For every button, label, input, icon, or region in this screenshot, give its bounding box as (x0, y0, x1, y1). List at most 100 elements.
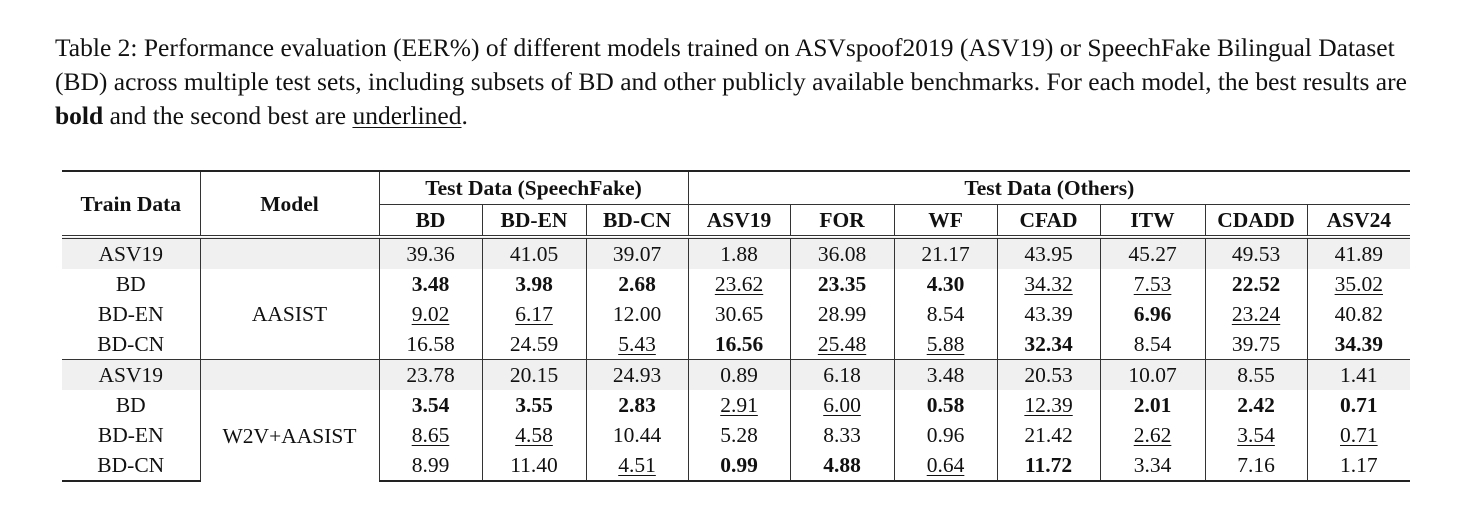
table-row: BD-EN 8.65 4.58 10.44 5.28 8.33 0.96 21.42 2.62 3… (62, 420, 1410, 450)
header-train-data: Train Data (62, 170, 201, 237)
best-value: 22.52 (1231, 272, 1281, 296)
metric-cell: 23.35 (790, 269, 895, 299)
metric-cell: 8.33 (790, 420, 895, 450)
train-data-cell: BD (62, 269, 201, 299)
second-best-value: 6.17 (515, 302, 553, 326)
second-best-value: 23.24 (1231, 302, 1281, 326)
train-data-cell: BD-EN (62, 420, 201, 450)
metric-cell: 40.82 (1334, 302, 1383, 326)
metric-cell: 49.53 (1205, 235, 1308, 269)
metric-cell: 10.44 (586, 420, 689, 450)
metric-cell: 1.88 (688, 235, 791, 269)
metric-cell: 35.02 (1307, 269, 1410, 299)
metric-cell: 25.48 (790, 329, 895, 360)
metric-cell: 20.53 (997, 359, 1101, 390)
metric-cell: 8.65 (379, 420, 483, 450)
best-value: 6.96 (1133, 302, 1172, 326)
metric-cell: 4.51 (586, 450, 689, 482)
metric-cell: 24.59 (482, 329, 587, 360)
second-best-value: 6.00 (823, 393, 861, 417)
metric-cell: 7.16 (1205, 450, 1308, 482)
results-table: Train Data Model Test Data (SpeechFake) … (62, 170, 1411, 482)
metric-cell: 39.07 (586, 235, 689, 269)
best-value: 2.83 (618, 393, 656, 417)
metric-cell: 8.99 (379, 450, 483, 482)
table-row: BD AASIST 3.48 3.98 2.68 23.62 23.35 4.30 34.32 7… (62, 269, 1410, 360)
train-data-cell: BD (62, 390, 201, 420)
metric-cell: 23.78 (379, 359, 483, 390)
caption-middle: and the second best are (103, 101, 353, 130)
metric-cell: 2.83 (586, 390, 689, 420)
header-group-speechfake: Test Data (SpeechFake) (379, 170, 689, 205)
metric-cell: 4.88 (790, 450, 895, 482)
header-row-columns: BD BD-EN BD-CN ASV19 FOR WF CFAD ITW CDA… (62, 204, 1410, 237)
second-best-value: 35.02 (1334, 272, 1383, 296)
metric-cell: 7.53 (1100, 269, 1206, 299)
best-value: 4.30 (926, 272, 965, 296)
metric-cell: 11.40 (482, 450, 587, 482)
second-best-value: 0.64 (926, 453, 965, 477)
metric-cell: 2.68 (586, 269, 689, 299)
results-body: ASV19 39.36 41.05 39.07 1.88 36.08 21.17 43.95 4… (62, 235, 1411, 482)
metric-cell: 4.58 (482, 420, 587, 450)
metric-cell: 2.62 (1100, 420, 1206, 450)
header-row-groups: Train Data Model Test Data (SpeechFake) … (62, 170, 1411, 237)
metric-cell: 6.18 (790, 359, 895, 390)
second-best-value: 2.62 (1133, 423, 1172, 447)
metric-cell: 41.89 (1307, 235, 1411, 269)
metric-cell: 1.17 (1307, 450, 1411, 482)
train-data-cell: BD-CN (62, 329, 201, 360)
metric-cell: 23.62 (688, 269, 791, 299)
best-value: 4.88 (823, 453, 861, 477)
metric-cell: 10.07 (1100, 359, 1206, 390)
second-best-value: 4.58 (515, 423, 553, 447)
model-cell-blank (200, 235, 380, 269)
header-col-asv24: ASV24 (1326, 208, 1392, 232)
metric-cell: 3.55 (482, 390, 587, 420)
metric-cell: 43.95 (997, 235, 1101, 269)
metric-cell: 0.71 (1307, 390, 1410, 420)
best-value: 3.48 (411, 272, 450, 296)
second-best-value: 0.71 (1340, 423, 1378, 447)
metric-cell: 22.52 (1205, 269, 1308, 299)
train-data-cell: BD-CN (62, 450, 201, 482)
header-col-asv19: ASV19 (688, 204, 791, 237)
table-row: BD-CN 8.99 11.40 4.51 0.99 4.88 0.64 11.72 3.34 7… (62, 450, 1411, 482)
second-best-value: 3.54 (1237, 423, 1275, 447)
best-value: 0.99 (720, 453, 758, 477)
metric-cell: 6.00 (790, 390, 895, 420)
best-value: 2.01 (1133, 393, 1172, 417)
metric-cell: 30.65 (688, 299, 791, 329)
table-row: BD W2V+AASIST 3.54 3.55 2.83 2.91 6.00 0.58 12.3… (62, 390, 1410, 481)
header-col-bd-cn: BD-CN (586, 204, 689, 237)
caption-bold-word: bold (55, 101, 104, 130)
best-value: 3.98 (515, 272, 553, 296)
metric-cell: 20.15 (482, 359, 587, 390)
second-best-value: 4.51 (618, 453, 656, 477)
metric-cell: 0.71 (1307, 420, 1410, 450)
model-name-cell: AASIST (200, 269, 380, 360)
metric-cell: 2.91 (688, 390, 791, 420)
metric-cell: 28.99 (790, 299, 895, 329)
model-name-cell: W2V+AASIST (200, 390, 380, 481)
best-value: 32.34 (1024, 332, 1073, 356)
second-best-value: 2.91 (720, 393, 758, 417)
metric-cell: 34.32 (997, 269, 1101, 299)
second-best-value: 7.53 (1133, 272, 1172, 296)
metric-cell: 0.99 (688, 450, 791, 482)
best-value: 0.58 (926, 393, 965, 417)
metric-cell: 6.96 (1100, 299, 1206, 329)
metric-cell: 8.54 (894, 299, 998, 329)
metric-cell: 3.98 (482, 269, 587, 299)
metric-cell: 3.48 (379, 269, 483, 299)
header-col-bd-en: BD-EN (482, 204, 587, 237)
metric-cell: 12.39 (997, 390, 1101, 420)
best-value: 34.39 (1334, 332, 1383, 356)
metric-cell: 0.58 (894, 390, 998, 420)
metric-cell: 34.39 (1307, 329, 1410, 360)
metric-cell: 0.89 (688, 359, 791, 390)
metric-cell: 8.55 (1205, 359, 1308, 390)
metric-cell: 1.41 (1307, 359, 1411, 390)
second-best-value: 12.39 (1024, 393, 1073, 417)
header-col-for: FOR (790, 204, 895, 237)
